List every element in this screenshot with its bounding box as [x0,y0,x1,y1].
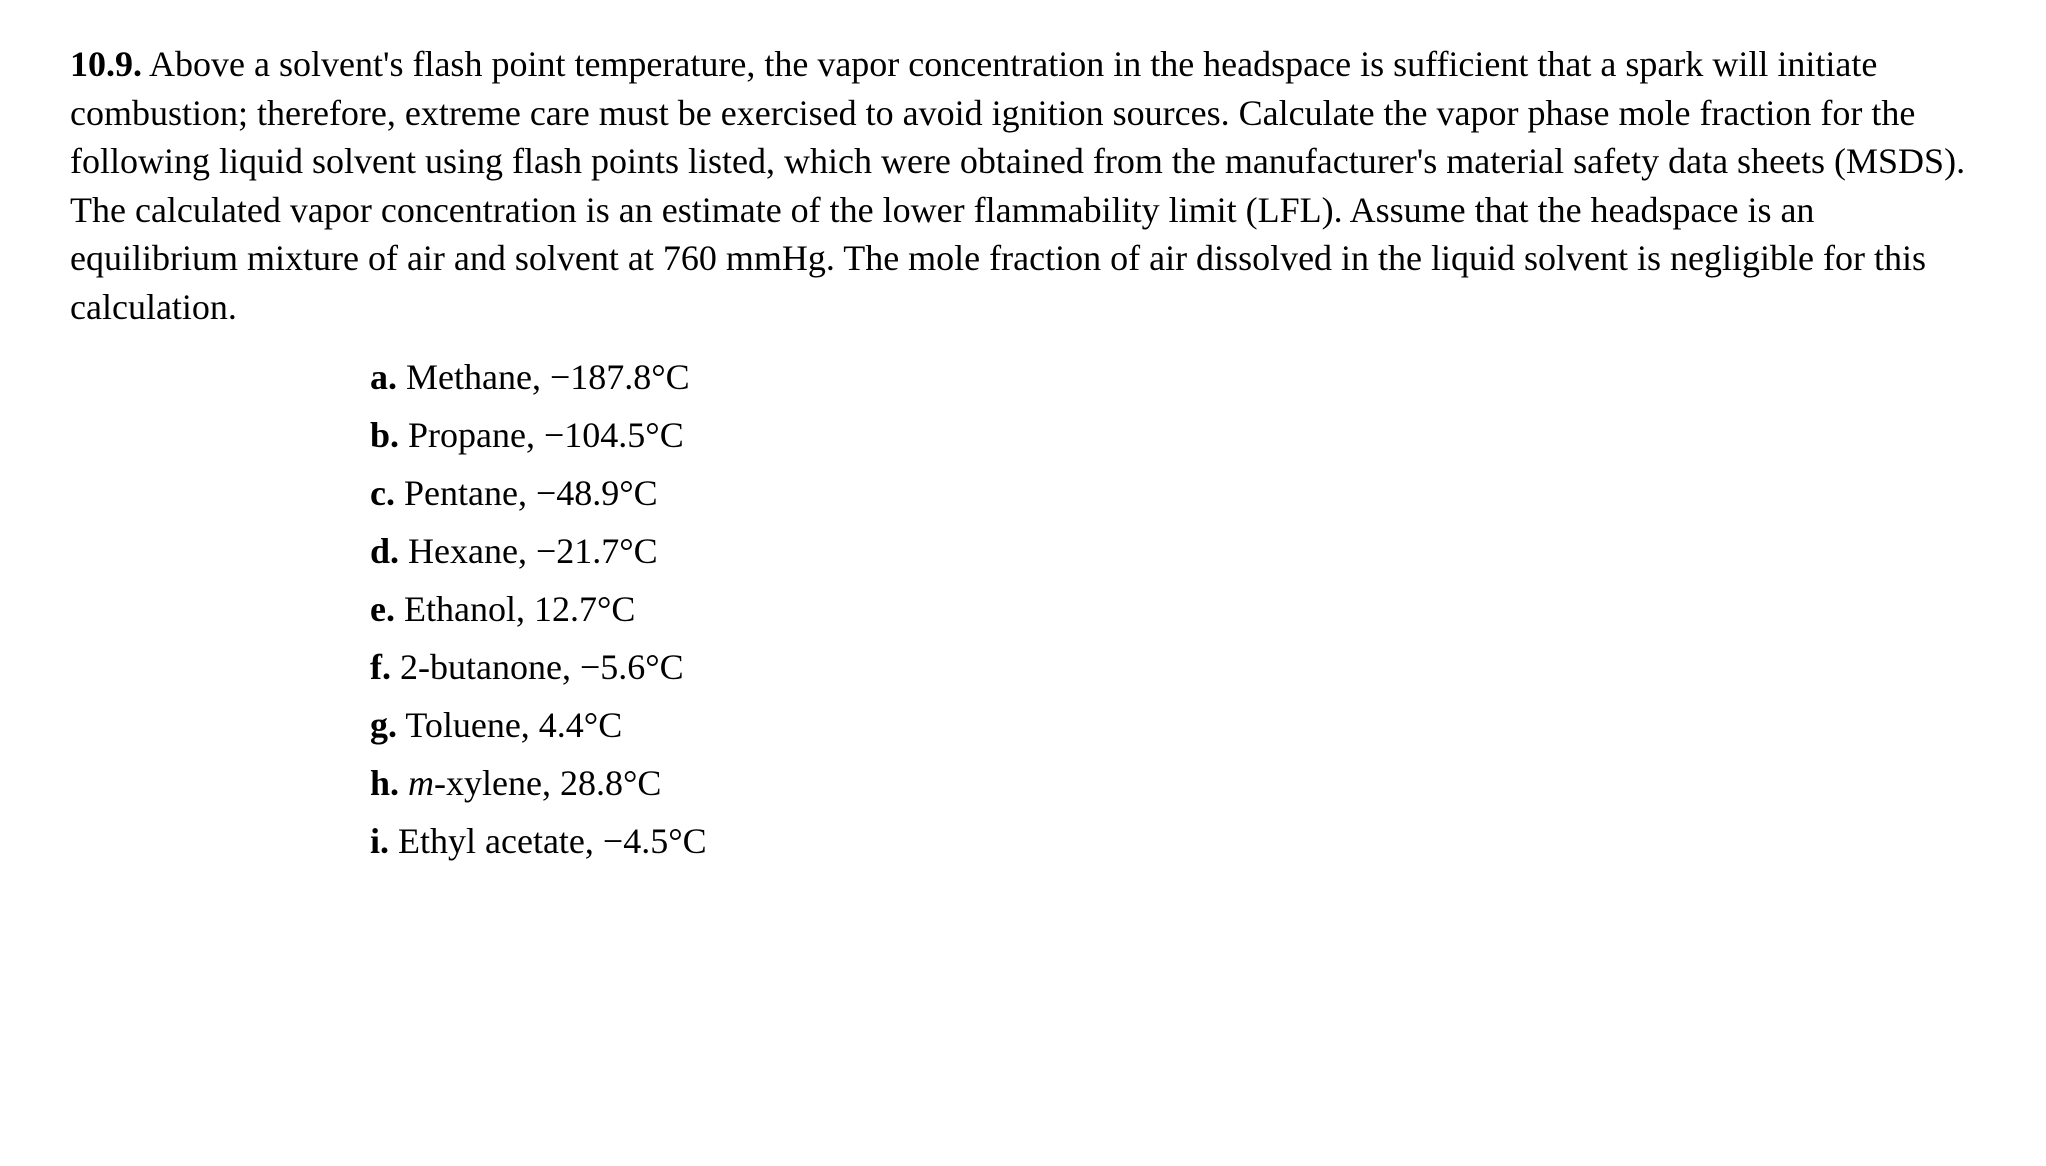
option-letter: a. [370,357,397,397]
option-d: d. Hexane, −21.7°C [370,524,1976,578]
option-letter: e. [370,589,395,629]
option-text: Toluene, 4.4°C [405,705,622,745]
option-letter: i. [370,821,389,861]
option-letter: b. [370,415,399,455]
options-list: a. Methane, −187.8°C b. Propane, −104.5°… [370,350,1976,868]
option-text: m-xylene, 28.8°C [408,763,661,803]
option-f: f. 2-butanone, −5.6°C [370,640,1976,694]
option-text: Methane, −187.8°C [406,357,690,397]
option-text: Hexane, −21.7°C [408,531,658,571]
option-letter: g. [370,705,397,745]
problem-number: 10.9. [70,44,142,84]
option-letter: h. [370,763,399,803]
italic-prefix: m [408,763,434,803]
option-g: g. Toluene, 4.4°C [370,698,1976,752]
option-letter: c. [370,473,395,513]
option-letter: f. [370,647,391,687]
option-text: Propane, −104.5°C [408,415,684,455]
option-letter: d. [370,531,399,571]
option-text: Ethanol, 12.7°C [404,589,635,629]
option-h: h. m-xylene, 28.8°C [370,756,1976,810]
option-a: a. Methane, −187.8°C [370,350,1976,404]
option-b: b. Propane, −104.5°C [370,408,1976,462]
problem-statement: 10.9. Above a solvent's flash point temp… [70,40,1976,332]
problem-container: 10.9. Above a solvent's flash point temp… [70,40,1976,868]
option-text: 2-butanone, −5.6°C [400,647,684,687]
option-i: i. Ethyl acetate, −4.5°C [370,814,1976,868]
option-text: Pentane, −48.9°C [404,473,658,513]
problem-body-text: Above a solvent's flash point temperatur… [70,44,1965,327]
option-e: e. Ethanol, 12.7°C [370,582,1976,636]
option-c: c. Pentane, −48.9°C [370,466,1976,520]
option-text: Ethyl acetate, −4.5°C [398,821,707,861]
option-text-rest: -xylene, 28.8°C [434,763,661,803]
